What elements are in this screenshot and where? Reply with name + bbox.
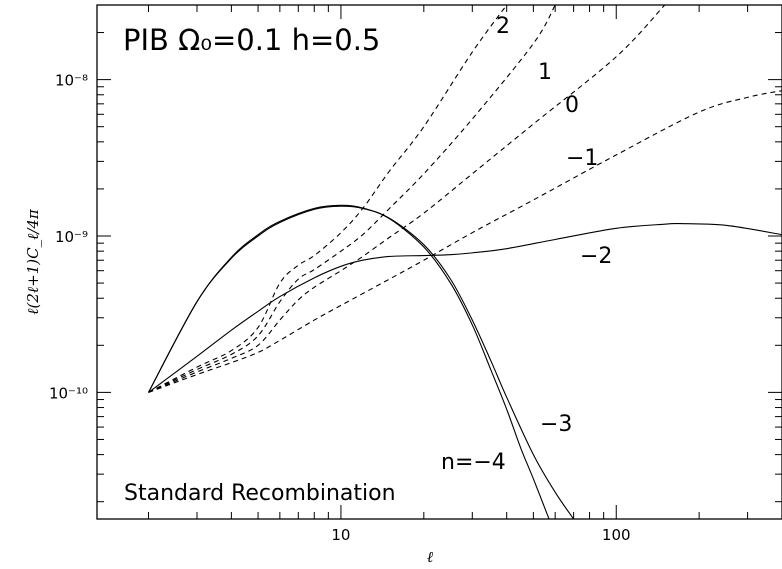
series-label-minus-1: −1 xyxy=(566,146,598,171)
y-tick-label: 10⁻⁹ xyxy=(55,228,88,246)
plot-frame xyxy=(96,4,782,520)
series-label-0: 0 xyxy=(565,93,579,118)
series-label-1: 1 xyxy=(538,60,552,85)
y-tick-label: 10⁻⁸ xyxy=(55,72,88,90)
y-tick-label: 10⁻¹⁰ xyxy=(49,384,88,402)
x-tick-label: 100 xyxy=(602,526,631,544)
series-label-2: 2 xyxy=(496,14,510,39)
series-label-n-minus-4: n=−4 xyxy=(441,450,506,475)
tick-labels: 10 100 10⁻¹⁰ 10⁻⁹ 10⁻⁸ xyxy=(49,72,631,544)
series-n-minus-2 xyxy=(148,222,782,393)
series-n-minus-3 xyxy=(148,205,575,519)
data-curves xyxy=(148,5,782,519)
series-n0 xyxy=(148,5,666,393)
annotation-standard-recombination: Standard Recombination xyxy=(124,481,396,506)
series-label-minus-2: −2 xyxy=(580,244,612,269)
x-tick-label: 10 xyxy=(331,526,350,544)
plot-title: PIB Ω₀=0.1 h=0.5 xyxy=(123,23,380,57)
series-n-minus-1 xyxy=(148,90,782,393)
y-axis-title: ℓ(2ℓ+1)C_ℓ/4π xyxy=(24,208,42,315)
series-n-minus-4 xyxy=(148,204,550,519)
series-n1 xyxy=(148,5,556,393)
x-axis-title: ℓ xyxy=(427,548,433,566)
series-label-minus-3: −3 xyxy=(540,412,572,437)
series-n2 xyxy=(148,5,508,393)
axis-ticks xyxy=(97,5,782,519)
